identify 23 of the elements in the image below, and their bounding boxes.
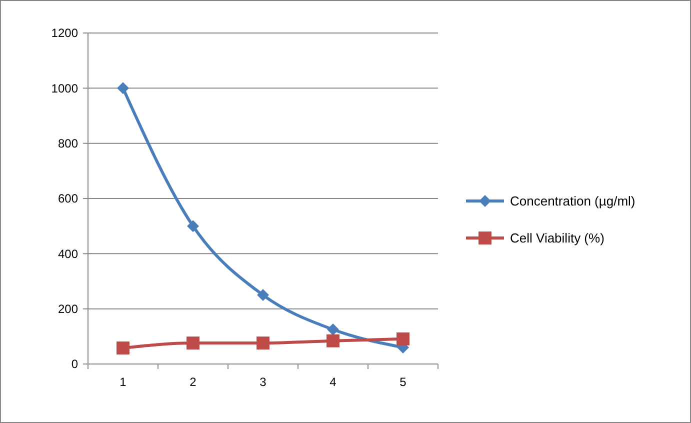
point bbox=[186, 336, 200, 350]
x-tick-label: 4 bbox=[330, 375, 337, 389]
legend-label: Concentration (µg/ml) bbox=[510, 194, 636, 209]
legend-label: Cell Viability (%) bbox=[510, 230, 604, 246]
point bbox=[117, 82, 129, 94]
y-tick-label: 600 bbox=[58, 192, 78, 206]
y-tick-label: 800 bbox=[58, 136, 78, 151]
y-tick-label: 400 bbox=[58, 246, 78, 261]
point bbox=[187, 220, 199, 232]
point bbox=[326, 334, 340, 348]
x-tick-label: 5 bbox=[400, 375, 407, 389]
y-tick-label: 0 bbox=[71, 357, 78, 372]
x-tick-label: 2 bbox=[190, 375, 197, 389]
point bbox=[116, 342, 130, 354]
point bbox=[327, 324, 339, 336]
point bbox=[257, 289, 269, 302]
x-tick-label: 3 bbox=[260, 375, 267, 389]
y-tick-label: 1000 bbox=[51, 81, 78, 96]
y-tick-label: 1200 bbox=[51, 26, 78, 40]
point bbox=[256, 336, 270, 350]
y-tick-label: 200 bbox=[58, 302, 78, 316]
point bbox=[396, 332, 410, 346]
x-tick-label: 1 bbox=[120, 375, 127, 389]
